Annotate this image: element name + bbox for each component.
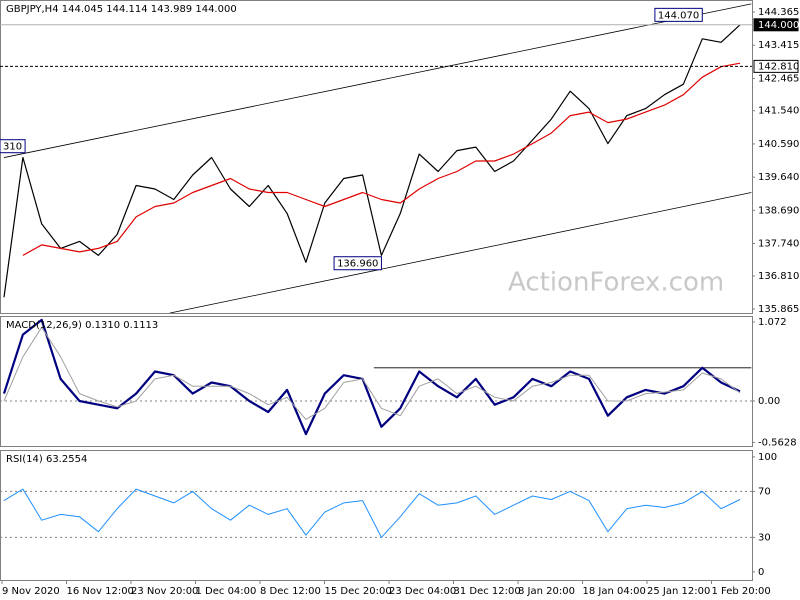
trend-line [3,3,752,158]
plot-area [3,3,752,313]
series-line [3,326,741,420]
x-tick-label: 15 Dec 20:00 [325,586,392,597]
annotation: 144.070 [658,10,699,21]
rsi-panel [0,450,753,581]
y-tick-label: 144.365 [758,7,799,18]
y-tick-label: 138.690 [758,205,799,216]
y-tick-label: 136.810 [758,271,799,282]
annotation: 310 [3,142,22,153]
panel-title: RSI(14) 63.2554 [6,454,87,465]
y-tick-label: 0.00 [758,396,780,407]
y-tick-label: 140.590 [758,139,799,150]
series-line [3,24,741,298]
x-tick-label: 23 Dec 04:00 [389,586,456,597]
panel-title: GBPJPY,H4 144.045 144.114 143.989 144.00… [6,4,237,15]
y-tick-label: 30 [758,532,771,543]
series-line [2,318,741,436]
plot-area [0,318,752,436]
annotation: 136.960 [337,259,378,270]
y-tick-label: -0.5628 [758,437,797,448]
panel-title: MACD(12,26,9) 0.1310 0.1113 [6,320,158,331]
price-box [753,18,799,32]
x-tick-label: 23 Nov 20:00 [131,586,198,597]
x-tick-label: 9 Nov 2020 [2,586,60,597]
y-tick-label: 137.740 [758,238,799,249]
y-tick-label: 143.415 [758,40,799,51]
y-tick-label: 141.540 [758,106,799,117]
annotation-box [0,139,26,154]
x-tick-label: 8 Jan 20:00 [518,586,575,597]
trend-line [169,192,752,313]
price-box-label: 142.810 [758,61,799,72]
x-tick-label: 16 Nov 12:00 [67,586,134,597]
price-box [753,59,799,73]
price-box-label: 144.000 [758,20,799,31]
x-tick-label: 18 Jan 04:00 [583,586,646,597]
x-tick-label: 8 Dec 12:00 [260,586,321,597]
x-tick-label: 1 Dec 04:00 [196,586,257,597]
x-tick-label: 1 Feb 20:00 [712,586,771,597]
y-tick-label: 142.465 [758,73,799,84]
price-panel [0,0,753,314]
y-tick-label: 70 [758,486,771,497]
annotation-box [654,7,703,22]
y-tick-label: 135.865 [758,304,799,315]
x-tick-label: 31 Dec 12:00 [454,586,521,597]
x-tick-label: 25 Jan 12:00 [647,586,710,597]
macd-panel [0,316,753,447]
plot-area [0,488,752,538]
y-tick-label: 1.072 [758,317,787,328]
series-line [22,62,741,256]
watermark: ActionForex.com [508,268,724,298]
y-tick-label: 0 [758,567,764,578]
y-tick-label: 139.640 [758,172,799,183]
series-line [3,488,741,538]
y-tick-label: 100 [758,452,777,463]
annotation-box [333,256,382,271]
